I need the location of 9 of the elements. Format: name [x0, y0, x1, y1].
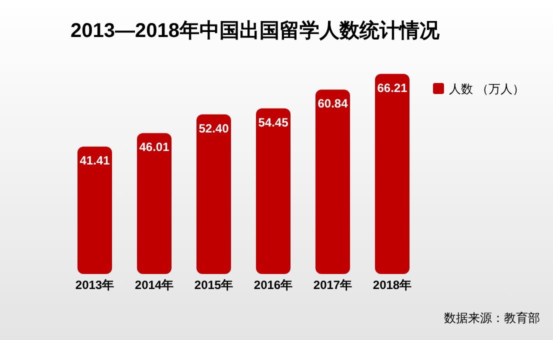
- x-tick-label: 2015年: [194, 278, 234, 292]
- legend-label: 人数 （万人）: [449, 82, 524, 96]
- x-tick-label: 2017年: [313, 278, 352, 292]
- x-tick-label: 2013年: [75, 278, 114, 292]
- source-note: 数据来源：教育部: [444, 311, 540, 325]
- x-tick-label: 2018年: [372, 278, 412, 292]
- title: 2013—2018年中国出国留学人数统计情况: [70, 20, 440, 42]
- x-tick-label: 2014年: [134, 278, 174, 292]
- x-tick-label: 2016年: [254, 278, 293, 292]
